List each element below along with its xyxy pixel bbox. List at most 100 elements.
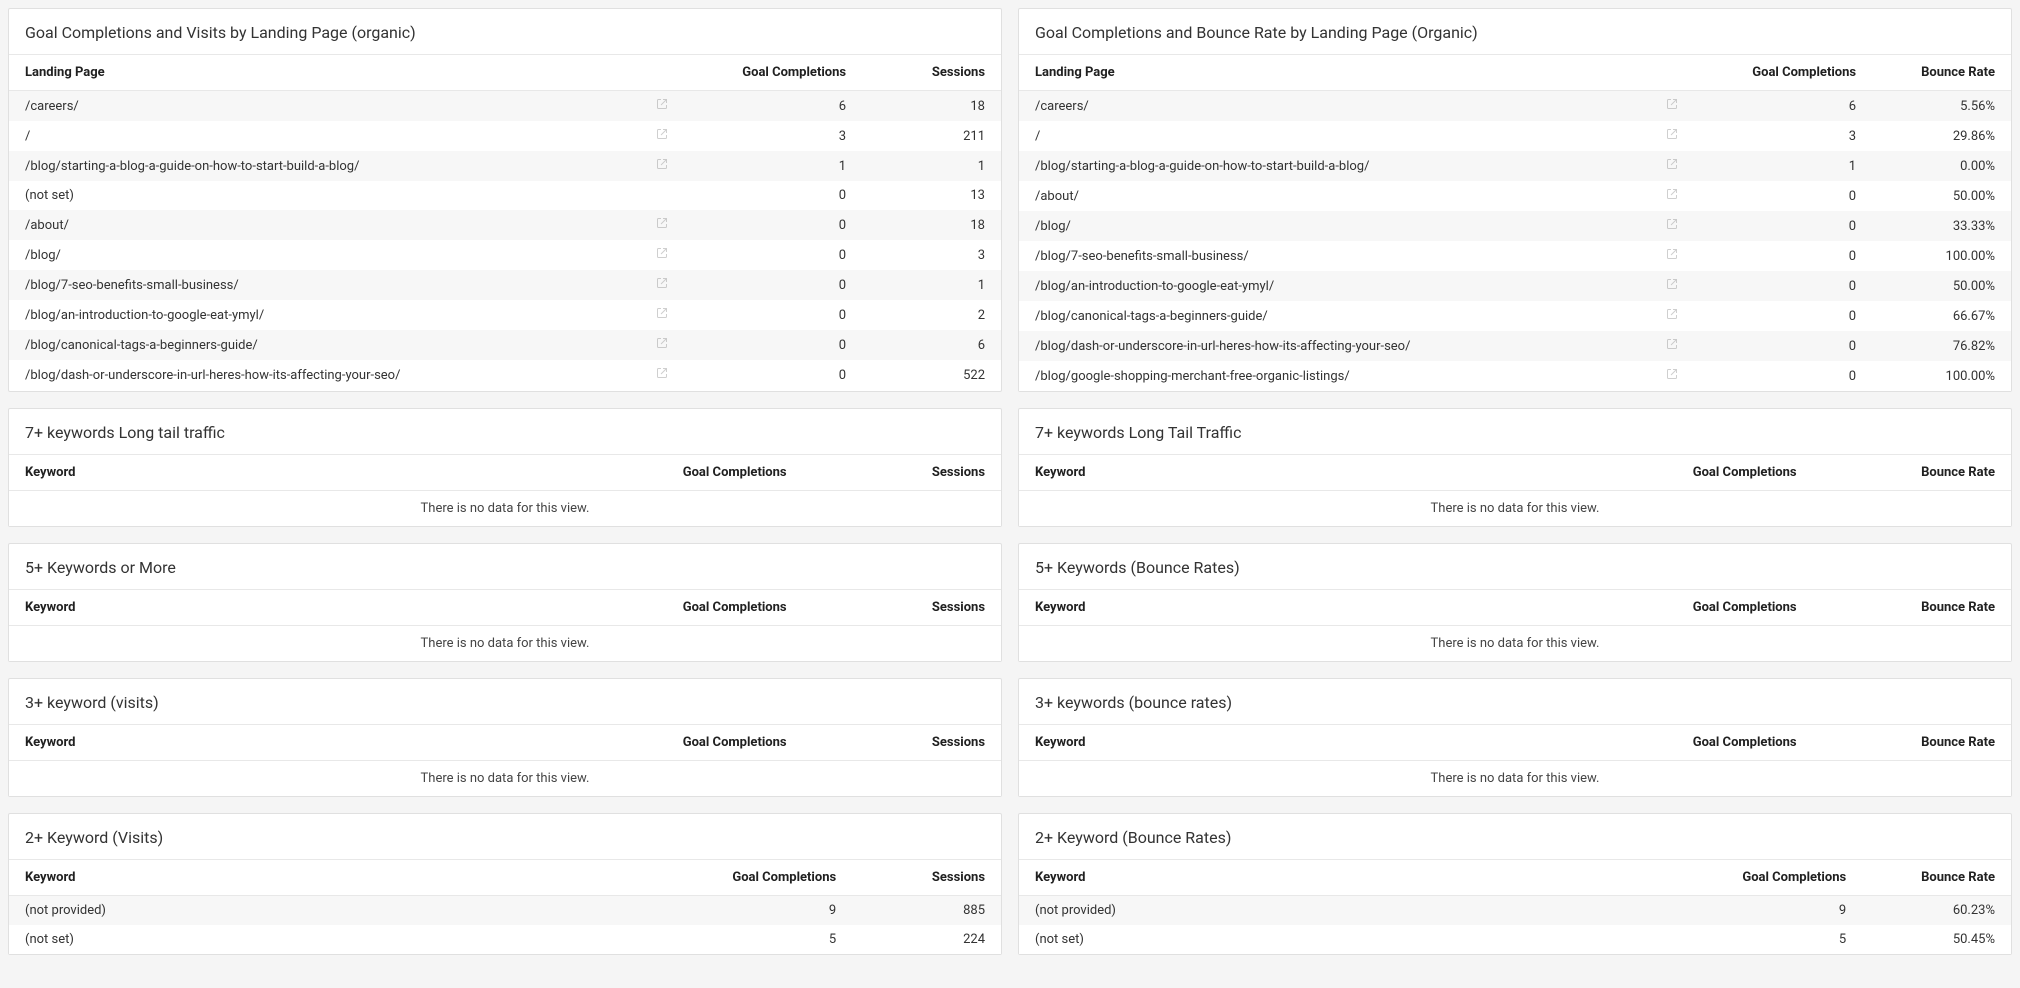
cell-landing-page: /blog/an-introduction-to-google-eat-ymyl…: [9, 300, 684, 330]
external-link-icon[interactable]: [1666, 98, 1678, 114]
external-link-icon[interactable]: [656, 337, 668, 353]
cell-br: 33.33%: [1872, 211, 2011, 241]
col-header-kw[interactable]: Keyword: [9, 455, 604, 491]
col-header-sess[interactable]: Sessions: [852, 860, 1001, 896]
col-header-br[interactable]: Bounce Rate: [1813, 455, 2011, 491]
table-row: /blog/an-introduction-to-google-eat-ymyl…: [9, 300, 1001, 330]
card-kw5-bounce: 5+ Keywords (Bounce Rates)KeywordGoal Co…: [1018, 543, 2012, 662]
card-kw7-visits: 7+ keywords Long tail trafficKeywordGoal…: [8, 408, 1002, 527]
col-header-kw[interactable]: Keyword: [1019, 590, 1614, 626]
external-link-icon[interactable]: [1666, 248, 1678, 264]
card-kw7-bounce: 7+ keywords Long Tail TrafficKeywordGoal…: [1018, 408, 2012, 527]
external-link-icon[interactable]: [1666, 158, 1678, 174]
cell-sess: 18: [862, 210, 1001, 240]
cell-gc: 0: [1694, 331, 1873, 361]
cell-landing-page: /careers/: [1019, 91, 1694, 122]
cell-br: 5.56%: [1872, 91, 2011, 122]
cell-gc: 0: [684, 240, 863, 270]
table-row: /blog/canonical-tags-a-beginners-guide/0…: [9, 330, 1001, 360]
col-header-gc[interactable]: Goal Completions: [1614, 725, 1812, 761]
col-header-sess[interactable]: Sessions: [803, 590, 1001, 626]
external-link-icon[interactable]: [1666, 218, 1678, 234]
col-header-kw[interactable]: Keyword: [9, 860, 604, 896]
col-header-br[interactable]: Bounce Rate: [1862, 860, 2011, 896]
col-header-sess[interactable]: Sessions: [803, 455, 1001, 491]
landing-page-path: /about/: [25, 218, 648, 233]
col-header-kw[interactable]: Keyword: [9, 590, 604, 626]
cell-gc: 0: [1694, 271, 1873, 301]
cell-landing-page: /about/: [1019, 181, 1694, 211]
col-header-kw[interactable]: Keyword: [1019, 725, 1614, 761]
col-header-gc[interactable]: Goal Completions: [1614, 455, 1812, 491]
cell-br: 0.00%: [1872, 151, 2011, 181]
col-header-gc[interactable]: Goal Completions: [684, 55, 863, 91]
cell-gc: 5: [1614, 925, 1862, 954]
cell-gc: 0: [684, 270, 863, 300]
table-row: /blog/03: [9, 240, 1001, 270]
external-link-icon[interactable]: [656, 98, 668, 114]
landing-page-path: /blog/dash-or-underscore-in-url-heres-ho…: [1035, 339, 1658, 354]
cell-br: 50.00%: [1872, 271, 2011, 301]
external-link-icon[interactable]: [1666, 188, 1678, 204]
external-link-icon[interactable]: [656, 247, 668, 263]
dashboard-grid: Goal Completions and Visits by Landing P…: [0, 0, 2020, 963]
col-header-gc[interactable]: Goal Completions: [1614, 590, 1812, 626]
external-link-icon[interactable]: [1666, 128, 1678, 144]
cell-landing-page: /careers/: [9, 91, 684, 122]
external-link-icon[interactable]: [1666, 338, 1678, 354]
landing-page-path: /blog/an-introduction-to-google-eat-ymyl…: [25, 308, 648, 323]
no-data-message: There is no data for this view.: [9, 626, 1001, 662]
external-link-icon[interactable]: [1666, 308, 1678, 324]
cell-sess: 224: [852, 925, 1001, 954]
table-row: (not set)550.45%: [1019, 925, 2011, 954]
card-lp-bounce: Goal Completions and Bounce Rate by Land…: [1018, 8, 2012, 392]
data-table: KeywordGoal CompletionsBounce RateThere …: [1019, 590, 2011, 661]
external-link-icon[interactable]: [656, 367, 668, 383]
card-title: 2+ Keyword (Bounce Rates): [1019, 814, 2011, 860]
col-header-page[interactable]: Landing Page: [1019, 55, 1694, 91]
col-header-br[interactable]: Bounce Rate: [1813, 590, 2011, 626]
col-header-br[interactable]: Bounce Rate: [1872, 55, 2011, 91]
table-row: /blog/dash-or-underscore-in-url-heres-ho…: [1019, 331, 2011, 361]
col-header-gc[interactable]: Goal Completions: [604, 860, 852, 896]
data-table: KeywordGoal CompletionsSessionsThere is …: [9, 590, 1001, 661]
col-header-gc[interactable]: Goal Completions: [1614, 860, 1862, 896]
card-title: 5+ Keywords or More: [9, 544, 1001, 590]
col-header-br[interactable]: Bounce Rate: [1813, 725, 2011, 761]
external-link-icon[interactable]: [656, 217, 668, 233]
cell-kw: (not provided): [9, 896, 604, 926]
cell-landing-page: /: [9, 121, 684, 151]
data-table: KeywordGoal CompletionsBounce Rate(not p…: [1019, 860, 2011, 954]
card-kw2-visits: 2+ Keyword (Visits)KeywordGoal Completio…: [8, 813, 1002, 955]
col-header-gc[interactable]: Goal Completions: [604, 590, 802, 626]
col-header-gc[interactable]: Goal Completions: [1694, 55, 1873, 91]
cell-gc: 6: [684, 91, 863, 122]
col-header-gc[interactable]: Goal Completions: [604, 725, 802, 761]
col-header-kw[interactable]: Keyword: [1019, 860, 1614, 896]
cell-br: 66.67%: [1872, 301, 2011, 331]
col-header-kw[interactable]: Keyword: [9, 725, 604, 761]
cell-gc: 0: [684, 330, 863, 360]
landing-page-path: /blog/dash-or-underscore-in-url-heres-ho…: [25, 368, 648, 383]
card-kw5-visits: 5+ Keywords or MoreKeywordGoal Completio…: [8, 543, 1002, 662]
external-link-icon[interactable]: [1666, 368, 1678, 384]
no-data-message: There is no data for this view.: [9, 761, 1001, 797]
cell-sess: 2: [862, 300, 1001, 330]
cell-landing-page: /blog/dash-or-underscore-in-url-heres-ho…: [1019, 331, 1694, 361]
col-header-kw[interactable]: Keyword: [1019, 455, 1614, 491]
cell-gc: 0: [684, 181, 863, 210]
col-header-sess[interactable]: Sessions: [862, 55, 1001, 91]
landing-page-path: /blog/starting-a-blog-a-guide-on-how-to-…: [25, 159, 648, 174]
external-link-icon[interactable]: [1666, 278, 1678, 294]
cell-gc: 0: [1694, 241, 1873, 271]
external-link-icon[interactable]: [656, 307, 668, 323]
table-row: (not provided)9885: [9, 896, 1001, 926]
external-link-icon[interactable]: [656, 277, 668, 293]
col-header-sess[interactable]: Sessions: [803, 725, 1001, 761]
card-title: 3+ keyword (visits): [9, 679, 1001, 725]
landing-page-path: /blog/7-seo-benefits-small-business/: [1035, 249, 1658, 264]
col-header-gc[interactable]: Goal Completions: [604, 455, 802, 491]
col-header-page[interactable]: Landing Page: [9, 55, 684, 91]
external-link-icon[interactable]: [656, 128, 668, 144]
external-link-icon[interactable]: [656, 158, 668, 174]
